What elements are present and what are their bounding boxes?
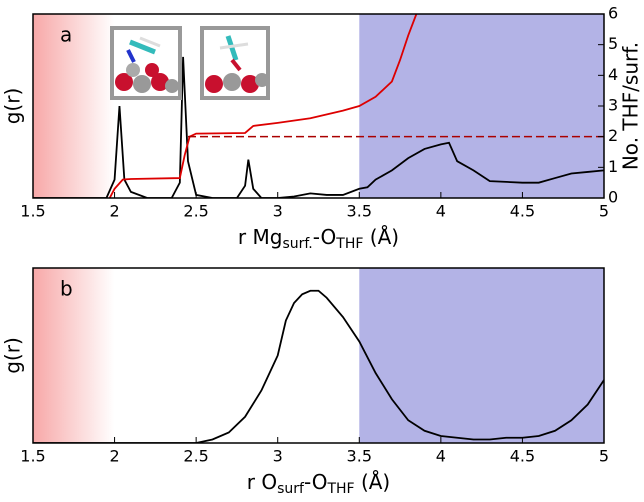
shaded-region	[359, 268, 604, 443]
x-tick-label: 3.5	[347, 202, 372, 221]
x-tick-label: 3	[273, 447, 283, 466]
y2-tick-label: 2	[608, 126, 618, 145]
shaded-region	[33, 14, 115, 198]
plot-frame	[32, 267, 605, 444]
x-axis-label-part: THF	[326, 481, 354, 497]
y2-tick-label: 1	[608, 157, 618, 176]
inset-image	[110, 26, 182, 100]
x-tick-label: 5	[599, 202, 609, 221]
y-axis-label: g(r)	[1, 337, 25, 374]
x-tick-label: 3	[273, 202, 283, 221]
y2-tick-label: 3	[608, 96, 618, 115]
inset-image	[200, 26, 270, 100]
y2-tick-label: 0	[608, 188, 618, 207]
x-tick-label: 1.5	[20, 447, 45, 466]
shaded-region	[359, 14, 604, 198]
x-axis-label-part: r Mg	[238, 225, 283, 249]
x-axis-label-part: -O	[304, 470, 328, 494]
y2-tick-label: 6	[608, 4, 618, 23]
x-axis-label: r Osurf-OTHF (Å)	[247, 470, 391, 498]
data-line	[33, 289, 604, 443]
x-axis-label-part: -O	[313, 225, 337, 249]
panel-label: b	[60, 277, 73, 301]
x-tick-label: 4.5	[510, 202, 535, 221]
x-tick-label: 3.5	[347, 447, 372, 466]
y-axis-label: g(r)	[1, 88, 25, 125]
x-tick-label: 1.5	[20, 202, 45, 221]
data-line	[33, 56, 604, 198]
x-axis-label-part: r O	[247, 470, 277, 494]
y2-tick-label: 4	[608, 65, 618, 84]
y2-axis-label: No. THF/surf.	[619, 42, 643, 170]
panel-label: a	[60, 23, 72, 47]
x-tick-label: 5	[599, 447, 609, 466]
x-tick-label: 4	[436, 202, 446, 221]
x-axis-label-part: (Å)	[355, 470, 391, 494]
x-axis-label-part: surf.	[282, 236, 312, 252]
x-tick-label: 4.5	[510, 447, 535, 466]
x-tick-label: 2	[109, 447, 119, 466]
x-axis-label-part: (Å)	[363, 225, 399, 249]
data-line	[108, 14, 418, 198]
y2-tick-label: 5	[608, 34, 618, 53]
shaded-region	[33, 268, 115, 443]
x-axis-label-part: THF	[335, 236, 363, 252]
x-tick-label: 4	[436, 447, 446, 466]
x-tick-label: 2.5	[183, 202, 208, 221]
x-axis-label: r Mgsurf.-OTHF (Å)	[238, 225, 399, 253]
x-tick-label: 2	[109, 202, 119, 221]
x-tick-label: 2.5	[183, 447, 208, 466]
x-axis-label-part: surf	[277, 481, 305, 497]
